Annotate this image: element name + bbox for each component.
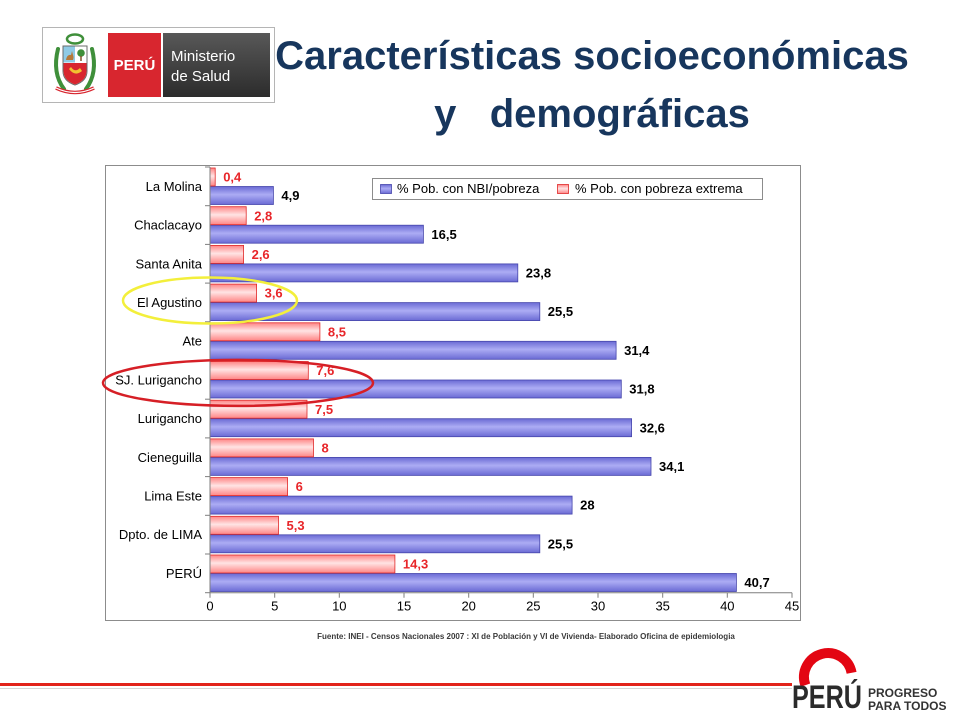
category-label-lima-este: Lima Este: [144, 489, 202, 504]
legend-label-nbi-pobreza: % Pob. con NBI/pobreza: [397, 181, 540, 196]
category-label-sj-lurigancho: SJ. Lurigancho: [115, 372, 202, 387]
category-label-ate: Ate: [182, 334, 202, 349]
logo-country-text: PERÚ: [113, 57, 156, 74]
bar-pobreza-extrema-cieneguilla: [209, 438, 314, 458]
highlight-annotations: [101, 276, 375, 408]
highlight-ellipse-sj-lurigancho: [101, 358, 375, 408]
bar-nbi-pobreza-sj-lurigancho: [209, 379, 622, 399]
ministerio-de-salud-logo: PERÚ Ministerio de Salud: [42, 27, 275, 103]
bar-pobreza-extrema-sj-lurigancho: [209, 361, 309, 380]
data-label-pobreza-extrema-chaclacayo: 2,8: [254, 208, 272, 223]
brand-tagline-line1: PROGRESO: [868, 686, 937, 700]
legend-label-pobreza-extrema: % Pob. con pobreza extrema: [575, 181, 743, 196]
x-tick-label: 5: [271, 599, 278, 614]
marca-peru-swirl-icon: [798, 648, 857, 687]
bar-pobreza-extrema-peru: [209, 554, 396, 574]
category-label-cieneguilla: Cieneguilla: [138, 450, 203, 465]
category-label-peru: PERÚ: [166, 566, 202, 581]
category-label-chaclacayo: Chaclacayo: [134, 218, 202, 233]
x-tick-label: 45: [785, 599, 799, 614]
data-label-nbi-pobreza-cieneguilla: 34,1: [659, 459, 684, 474]
data-label-pobreza-extrema-cieneguilla: 8: [322, 441, 329, 456]
data-label-pobreza-extrema-santa-anita: 2,6: [252, 247, 270, 262]
logo-ministry-block: Ministerio de Salud: [163, 33, 270, 97]
logo-ministry-line2: de Salud: [171, 68, 231, 85]
x-tick-label: 35: [655, 599, 669, 614]
data-label-nbi-pobreza-el-agustino: 25,5: [548, 304, 573, 319]
data-label-nbi-pobreza-sj-lurigancho: 31,8: [629, 382, 654, 397]
x-tick-label: 30: [591, 599, 605, 614]
bar-pobreza-extrema-ate: [209, 322, 321, 342]
data-label-pobreza-extrema-el-agustino: 3,6: [265, 286, 283, 301]
legend: % Pob. con NBI/pobreza % Pob. con pobrez…: [372, 178, 763, 200]
brand-tagline-line2: PARA TODOS: [868, 699, 946, 713]
category-label-la-molina: La Molina: [146, 179, 203, 194]
data-label-nbi-pobreza-dpto-de-lima: 25,5: [548, 536, 573, 551]
data-labels-group: 4,9 0,4 16,5 2,8 23,8 2,6 25,5 3,6 31,4 8,5 31,8 7,…: [223, 170, 770, 590]
data-label-pobreza-extrema-la-molina: 0,4: [223, 170, 242, 185]
slide-title-line1: Características socioeconómicas: [275, 34, 909, 78]
legend-swatch-nbi-pobreza: [380, 184, 392, 194]
bar-pobreza-extrema-dpto-de-lima: [209, 515, 279, 535]
bar-nbi-pobreza-dpto-de-lima: [209, 534, 541, 554]
footer-rule: [0, 683, 792, 686]
axes-group: La Molina Chaclacayo Santa Anita El Agustin…: [115, 166, 799, 614]
x-tick-label: 20: [461, 599, 475, 614]
category-label-dpto-de-lima: Dpto. de LIMA: [119, 527, 202, 542]
data-label-pobreza-extrema-ate: 8,5: [328, 324, 346, 339]
legend-swatch-pobreza-extrema: [557, 184, 569, 194]
bar-pobreza-extrema-chaclacayo: [209, 206, 247, 226]
data-label-pobreza-extrema-lima-este: 6: [296, 479, 303, 494]
bar-pobreza-extrema-lima-este: [209, 477, 288, 497]
x-tick-label: 15: [397, 599, 411, 614]
bar-nbi-pobreza-santa-anita: [209, 263, 519, 283]
slide-title-line2: y demográficas: [434, 92, 750, 136]
bar-nbi-pobreza-la-molina: [209, 186, 274, 205]
bar-chart: La Molina Chaclacayo Santa Anita El Agustin…: [101, 165, 801, 621]
footer-rule-shadow: [0, 688, 792, 689]
marca-peru-logo: PERÚ PROGRESO PARA TODOS: [792, 648, 946, 715]
highlight-ellipse-el-agustino: [121, 276, 299, 325]
x-tick-label: 0: [206, 599, 213, 614]
bar-pobreza-extrema-la-molina: [209, 167, 216, 187]
data-label-pobreza-extrema-lurigancho: 7,5: [315, 402, 333, 417]
data-label-nbi-pobreza-lima-este: 28: [580, 498, 594, 513]
data-label-nbi-pobreza-lurigancho: 32,6: [640, 420, 665, 435]
x-tick-label: 40: [720, 599, 734, 614]
data-label-nbi-pobreza-ate: 31,4: [624, 343, 650, 358]
coat-of-arms-icon: [54, 33, 96, 95]
bar-pobreza-extrema-el-agustino: [209, 283, 257, 303]
data-label-nbi-pobreza-chaclacayo: 16,5: [431, 227, 456, 242]
bar-nbi-pobreza-lurigancho: [209, 418, 633, 438]
source-note: Fuente: INEI - Censos Nacionales 2007 : …: [317, 632, 735, 641]
data-label-nbi-pobreza-peru: 40,7: [744, 575, 769, 590]
data-label-pobreza-extrema-peru: 14,3: [403, 557, 428, 572]
brand-name: PERÚ: [792, 679, 862, 715]
bar-nbi-pobreza-cieneguilla: [209, 456, 652, 476]
bar-nbi-pobreza-chaclacayo: [209, 224, 424, 244]
x-tick-label: 10: [332, 599, 346, 614]
logo-ministry-line1: Ministerio: [171, 48, 236, 65]
x-tick-label: 25: [526, 599, 540, 614]
bar-nbi-pobreza-el-agustino: [209, 302, 541, 322]
data-label-nbi-pobreza-santa-anita: 23,8: [526, 266, 551, 281]
bar-nbi-pobreza-lima-este: [209, 495, 573, 515]
logo-country-block: PERÚ: [108, 33, 161, 97]
data-label-pobreza-extrema-dpto-de-lima: 5,3: [287, 518, 305, 533]
bar-nbi-pobreza-peru: [209, 573, 737, 592]
category-label-el-agustino: El Agustino: [137, 295, 202, 310]
bar-nbi-pobreza-ate: [209, 340, 617, 360]
category-label-lurigancho: Lurigancho: [138, 411, 202, 426]
bar-pobreza-extrema-santa-anita: [209, 244, 244, 264]
data-label-nbi-pobreza-la-molina: 4,9: [281, 188, 299, 203]
category-label-santa-anita: Santa Anita: [136, 256, 203, 271]
